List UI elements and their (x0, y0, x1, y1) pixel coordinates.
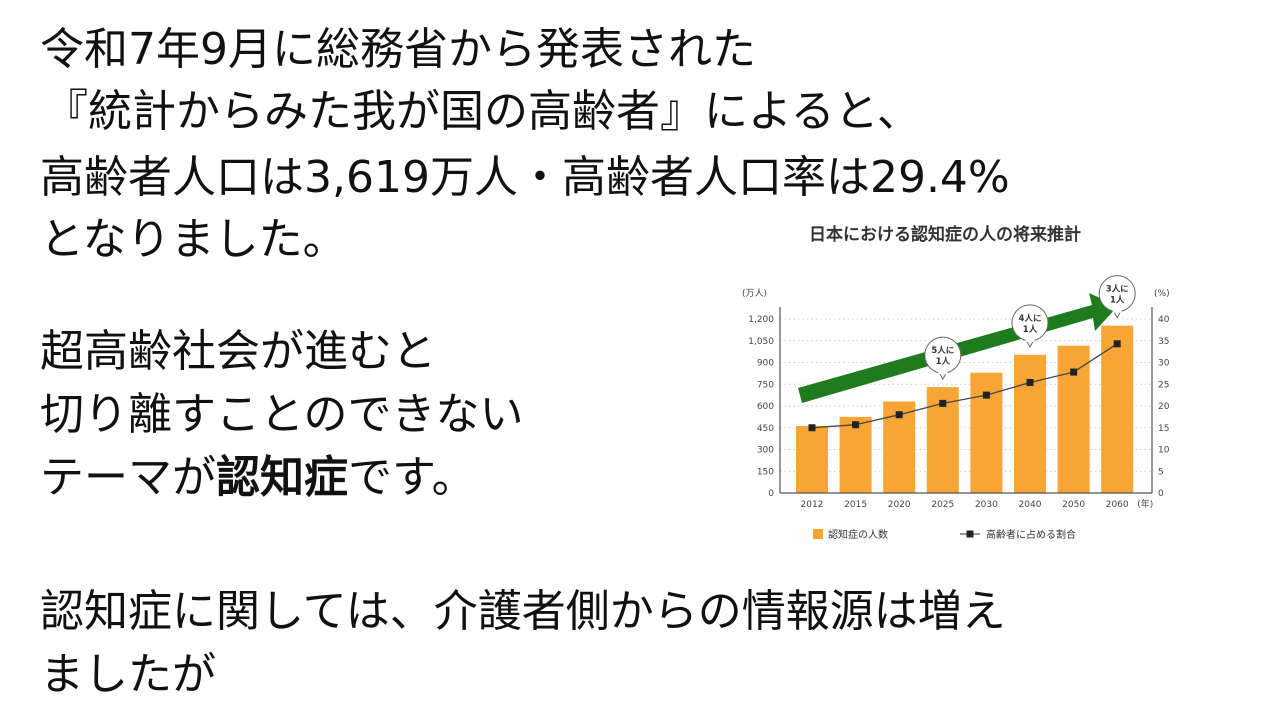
text-line: となりました。 (40, 214, 347, 265)
text-line: テーマが認知症です。 (40, 452, 476, 504)
ratio-point-2050 (1070, 368, 1078, 376)
callout-text: 5人に (931, 345, 954, 356)
y-left-tick: 750 (757, 380, 774, 390)
y-left-tick: 1,050 (748, 337, 774, 347)
legend-line-label: 高齢者に占める割合 (986, 528, 1076, 541)
callout-text: 1人 (1023, 324, 1038, 335)
callout-text: 4人に (1019, 313, 1042, 324)
callout-text: 1人 (1110, 295, 1125, 306)
chart-title: 日本における認知症の人の将来推計 (809, 224, 1081, 245)
y-right-unit: (%) (1154, 289, 1170, 299)
callout-join (1112, 308, 1122, 313)
y-left-tick: 1,200 (748, 315, 774, 325)
callout-text: 1人 (936, 356, 951, 367)
bar-2060 (1101, 325, 1134, 493)
callout-text: 3人に (1106, 284, 1129, 295)
ratio-point-2030 (982, 391, 990, 399)
y-right-tick: 35 (1158, 337, 1169, 347)
x-tick: 2050 (1062, 500, 1085, 510)
ratio-point-2015 (852, 421, 860, 429)
y-right-tick: 40 (1158, 315, 1170, 325)
y-left-tick: 150 (757, 467, 774, 477)
y-left-tick: 450 (757, 424, 774, 434)
y-right-tick: 10 (1158, 446, 1170, 456)
x-unit: (年) (1137, 498, 1153, 510)
ratio-point-2012 (808, 424, 816, 432)
bar-2015 (839, 416, 872, 493)
text-line: 超高齢社会が進むと (40, 326, 436, 377)
callout-join (1025, 337, 1035, 342)
ratio-line (811, 343, 1118, 429)
y-left-tick: 0 (768, 489, 774, 499)
text-line: 令和7年9月に総務省から発表された (40, 24, 756, 75)
y-right-tick: 0 (1158, 489, 1164, 499)
ratio-point-2020 (895, 411, 903, 419)
ratio-point-2060 (1113, 340, 1121, 348)
text-line: 認知症に関しては、介護者側からの情報源は増え (40, 586, 1006, 637)
emphasis-dementia: 認知症 (216, 452, 348, 503)
x-tick: 2030 (975, 500, 998, 510)
y-left-tick: 900 (757, 359, 774, 369)
legend-bar-label: 認知症の人数 (828, 528, 888, 541)
y-right-tick: 15 (1158, 424, 1169, 434)
y-right-tick: 25 (1158, 380, 1169, 390)
text-span: です。 (348, 452, 476, 503)
ratio-point-2040 (1026, 379, 1034, 387)
y-left-tick: 600 (757, 402, 774, 412)
y-left-tick: 300 (757, 446, 774, 456)
text-span: テーマが (40, 452, 216, 503)
ratio-point-2025 (939, 399, 947, 407)
x-tick: 2040 (1019, 500, 1042, 510)
text-line: 高齢者人口は3,619万人・高齢者人口率は29.4% (40, 152, 1010, 203)
legend-line-marker (966, 530, 974, 538)
text-line: ましたが (40, 649, 216, 700)
x-tick: 2012 (801, 500, 824, 510)
x-tick: 2025 (931, 500, 954, 510)
callout-join (938, 370, 948, 375)
x-tick: 2015 (844, 500, 867, 510)
dementia-projection-chart: 日本における認知症の人の将来推計(万人) (%)01503004506007509… (742, 224, 1170, 541)
text-line: 切り離すことのできない (40, 389, 524, 440)
y-right-tick: 20 (1158, 402, 1170, 412)
y-left-unit: (万人) (742, 288, 767, 299)
bar-2040 (1014, 354, 1046, 493)
text-line: 『統計からみた我が国の高齢者』によると、 (44, 86, 921, 137)
bar-2030 (970, 372, 1003, 493)
x-tick: 2060 (1106, 500, 1129, 510)
legend-bar-swatch (813, 529, 823, 539)
bar-2050 (1057, 345, 1090, 493)
bar-2012 (796, 426, 828, 493)
y-right-tick: 30 (1158, 359, 1170, 369)
x-tick: 2020 (888, 500, 911, 510)
y-right-tick: 5 (1158, 467, 1164, 477)
